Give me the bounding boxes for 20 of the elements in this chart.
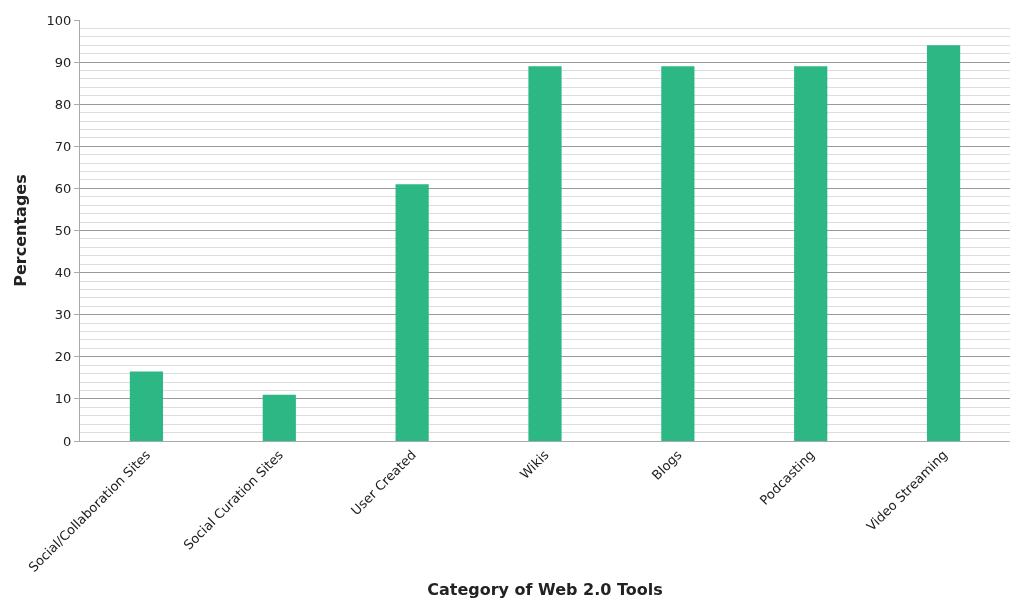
y-tick-label: 70 bbox=[54, 138, 72, 154]
y-tick-label: 100 bbox=[46, 12, 72, 28]
y-tick-label: 30 bbox=[54, 307, 72, 323]
bar bbox=[395, 184, 429, 441]
y-tick-label: 50 bbox=[54, 223, 72, 239]
bar bbox=[661, 66, 695, 441]
bar bbox=[794, 66, 828, 441]
y-tick-label: 60 bbox=[54, 180, 72, 196]
y-tick-label: 10 bbox=[54, 391, 72, 407]
bar bbox=[528, 66, 562, 441]
bar bbox=[926, 45, 961, 441]
y-tick-label: 40 bbox=[54, 265, 72, 281]
bar bbox=[262, 394, 296, 441]
y-tick-label: 0 bbox=[63, 433, 72, 449]
bar bbox=[129, 371, 164, 441]
y-axis-title: Percentages bbox=[11, 174, 31, 287]
y-tick-label: 20 bbox=[54, 349, 72, 365]
y-tick-label: 90 bbox=[54, 54, 72, 70]
y-tick-label: 80 bbox=[54, 96, 72, 112]
x-axis-title: Category of Web 2.0 Tools bbox=[427, 580, 663, 600]
